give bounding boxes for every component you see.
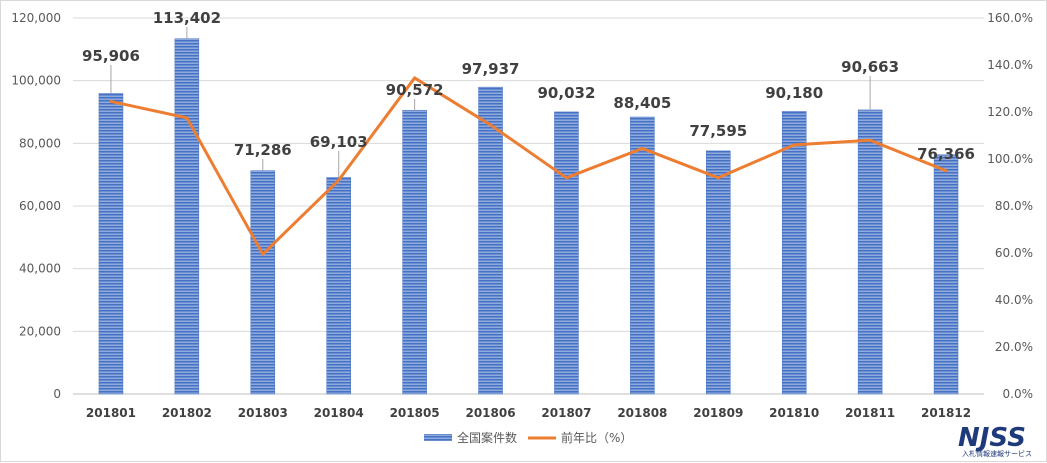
line-point xyxy=(564,176,568,180)
x-tick-label: 201808 xyxy=(617,406,667,420)
right-tick-label: 0.0% xyxy=(1003,387,1034,401)
left-tick-label: 60,000 xyxy=(19,199,61,213)
right-tick-label: 100.0% xyxy=(987,152,1033,166)
line-point xyxy=(185,116,189,120)
legend-label-line: 前年比（%） xyxy=(561,430,632,445)
bar xyxy=(98,93,124,395)
right-tick-label: 80.0% xyxy=(995,199,1033,213)
line-point xyxy=(337,178,341,182)
bar-data-label: 88,405 xyxy=(613,94,671,112)
bar-data-label: 97,937 xyxy=(462,60,520,78)
right-tick-label: 160.0% xyxy=(987,11,1033,25)
right-tick-label: 40.0% xyxy=(995,293,1033,307)
logo-subtitle: 入札情報速報サービス xyxy=(962,449,1032,458)
x-tick-label: 201807 xyxy=(541,406,591,420)
right-axis: 0.0% 20.0% 40.0% 60.0% 80.0% 100.0% 120.0% 140.… xyxy=(987,11,1033,401)
bar xyxy=(706,150,731,395)
legend-label-bars: 全国案件数 xyxy=(457,430,517,445)
bar xyxy=(402,109,427,395)
bar-data-label: 76,366 xyxy=(917,145,975,163)
bar xyxy=(326,177,351,395)
x-tick-label: 201809 xyxy=(693,406,743,420)
bar xyxy=(630,116,655,395)
legend: 全国案件数 前年比（%） xyxy=(424,430,632,445)
line-point xyxy=(792,143,796,147)
line-point xyxy=(109,99,113,103)
bar xyxy=(857,109,883,395)
line-point xyxy=(716,176,720,180)
x-tick-label: 201801 xyxy=(86,406,136,420)
line-point xyxy=(489,123,493,127)
bar-data-label: 77,595 xyxy=(689,122,747,140)
left-tick-label: 40,000 xyxy=(19,262,61,276)
left-tick-label: 20,000 xyxy=(19,324,61,338)
left-tick-label: 0 xyxy=(53,387,61,401)
line-path xyxy=(110,76,947,256)
x-tick-label: 201805 xyxy=(390,406,440,420)
bar xyxy=(781,111,807,395)
grid-lines xyxy=(73,17,984,395)
line-point xyxy=(944,169,948,173)
line-point xyxy=(261,252,265,256)
left-tick-label: 100,000 xyxy=(11,74,61,88)
x-tick-label: 201812 xyxy=(921,406,971,420)
bar-data-label: 71,286 xyxy=(234,141,292,159)
right-tick-label: 140.0% xyxy=(987,58,1033,72)
left-tick-label: 120,000 xyxy=(11,11,61,25)
bar xyxy=(250,170,276,395)
legend-swatch-bars xyxy=(424,434,452,441)
x-tick-label: 201811 xyxy=(845,406,895,420)
bar xyxy=(174,38,200,395)
left-axis: 0 20,000 40,000 60,000 80,000 100,000 120,000 xyxy=(11,11,61,401)
bar-data-label: 90,032 xyxy=(538,84,596,102)
bar xyxy=(554,111,579,395)
line-point xyxy=(413,76,417,80)
bar xyxy=(478,86,503,395)
right-tick-label: 60.0% xyxy=(995,246,1033,260)
x-tick-label: 201806 xyxy=(465,406,515,420)
bar-data-label: 95,906 xyxy=(82,47,140,65)
x-tick-label: 201804 xyxy=(314,406,364,420)
line-point xyxy=(640,146,644,150)
data-labels: 95,906 113,402 71,286 69,103 90,572 97,937 90,… xyxy=(82,9,975,163)
label-leaders xyxy=(110,27,871,178)
bar-data-label: 90,663 xyxy=(841,58,899,76)
x-tick-label: 201803 xyxy=(238,406,288,420)
bar xyxy=(933,154,959,395)
x-tick-label: 201810 xyxy=(769,406,819,420)
bar-series xyxy=(98,38,959,395)
bar-data-label: 69,103 xyxy=(310,133,368,151)
right-tick-label: 120.0% xyxy=(987,105,1033,119)
bar-data-label: 90,572 xyxy=(386,81,444,99)
line-point xyxy=(868,138,872,142)
right-tick-label: 20.0% xyxy=(995,340,1033,354)
njss-logo: NJSS 入札情報速報サービス xyxy=(958,423,1032,458)
left-tick-label: 80,000 xyxy=(19,136,61,150)
logo-text: NJSS xyxy=(958,423,1026,453)
bar-data-label: 90,180 xyxy=(765,84,823,102)
line-series xyxy=(109,76,948,256)
bar-data-label: 113,402 xyxy=(153,9,221,27)
x-tick-label: 201802 xyxy=(162,406,212,420)
x-axis: 201801 201802 201803 201804 201805 201806 2018… xyxy=(86,406,971,420)
